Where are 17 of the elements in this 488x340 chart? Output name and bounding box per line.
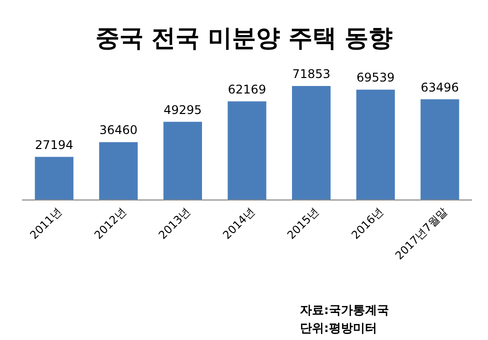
data-label: 36460 [99, 123, 138, 138]
data-label: 27194 [35, 138, 74, 152]
bar [163, 122, 202, 200]
data-label: 71853 [292, 67, 330, 81]
bar [356, 90, 395, 200]
bar [34, 156, 74, 200]
chart-title: 중국 전국 미분양 주택 동향 [95, 24, 393, 52]
text: 단위:평방미터 [300, 321, 377, 335]
text: 자료:국가통계국 [300, 303, 389, 317]
bar [420, 99, 460, 200]
data-label: 69539 [356, 70, 395, 85]
bar [292, 86, 331, 200]
data-label: 63496 [420, 80, 459, 94]
bar [99, 142, 138, 200]
bar [228, 101, 266, 200]
data-label: 49295 [164, 102, 202, 117]
data-label: 62169 [228, 82, 266, 96]
